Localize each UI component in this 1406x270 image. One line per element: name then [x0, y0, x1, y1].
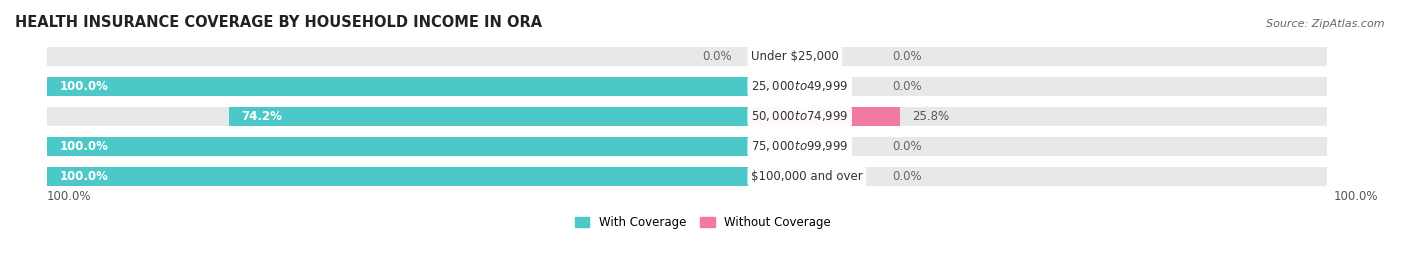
Bar	[46, 167, 751, 186]
Bar	[751, 137, 1327, 156]
Text: HEALTH INSURANCE COVERAGE BY HOUSEHOLD INCOME IN ORA: HEALTH INSURANCE COVERAGE BY HOUSEHOLD I…	[15, 15, 543, 30]
Text: 0.0%: 0.0%	[891, 50, 921, 63]
Text: $75,000 to $99,999: $75,000 to $99,999	[751, 139, 848, 153]
Text: 25.8%: 25.8%	[912, 110, 949, 123]
Bar	[229, 107, 751, 126]
Text: 100.0%: 100.0%	[60, 170, 108, 183]
Bar	[46, 107, 751, 126]
Text: Source: ZipAtlas.com: Source: ZipAtlas.com	[1267, 19, 1385, 29]
Bar	[751, 107, 900, 126]
Text: 74.2%: 74.2%	[242, 110, 283, 123]
Bar	[751, 47, 1327, 66]
Bar	[46, 77, 751, 96]
Bar	[751, 107, 1327, 126]
Text: 0.0%: 0.0%	[891, 140, 921, 153]
Bar	[46, 167, 751, 186]
Text: $100,000 and over: $100,000 and over	[751, 170, 863, 183]
Bar	[751, 77, 1327, 96]
Legend: With Coverage, Without Coverage: With Coverage, Without Coverage	[575, 216, 831, 229]
Text: 100.0%: 100.0%	[46, 190, 91, 203]
Text: 100.0%: 100.0%	[60, 140, 108, 153]
Text: 0.0%: 0.0%	[891, 170, 921, 183]
Text: 100.0%: 100.0%	[60, 80, 108, 93]
Text: Under $25,000: Under $25,000	[751, 50, 839, 63]
Bar	[46, 137, 751, 156]
Text: $25,000 to $49,999: $25,000 to $49,999	[751, 79, 848, 93]
Text: 0.0%: 0.0%	[891, 80, 921, 93]
Bar	[46, 137, 751, 156]
Bar	[751, 167, 1327, 186]
Bar	[46, 47, 751, 66]
Text: 0.0%: 0.0%	[702, 50, 731, 63]
Text: $50,000 to $74,999: $50,000 to $74,999	[751, 109, 848, 123]
Bar	[46, 77, 751, 96]
Text: 100.0%: 100.0%	[1334, 190, 1378, 203]
